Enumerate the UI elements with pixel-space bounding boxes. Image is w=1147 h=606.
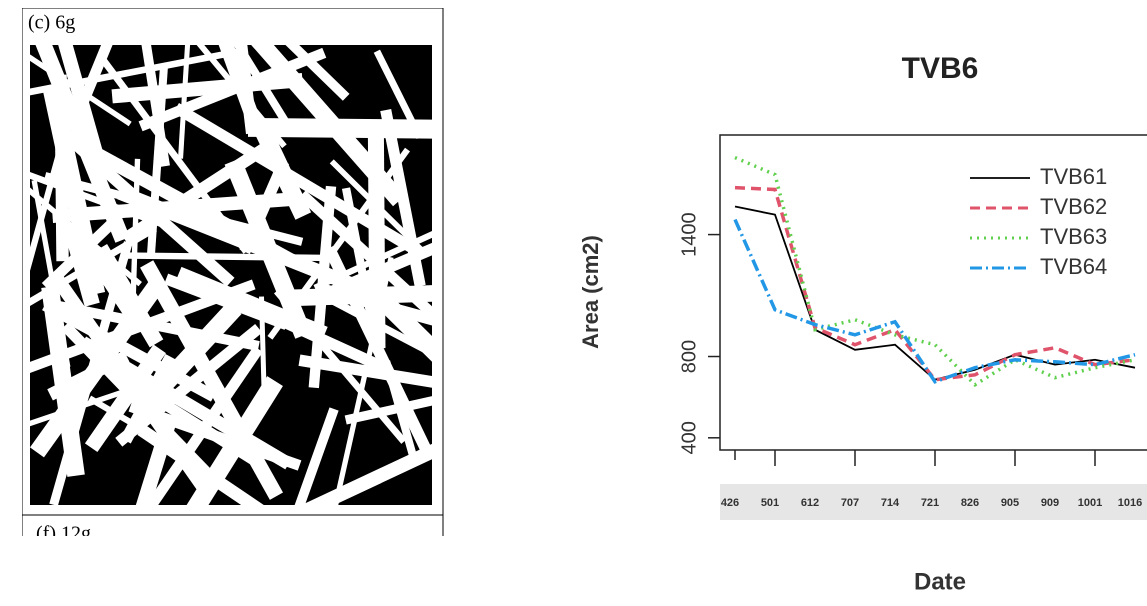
x-tick-label: 909 <box>1041 497 1059 509</box>
x-tick-label: 714 <box>881 497 900 509</box>
x-axis-label: Date <box>914 568 966 595</box>
x-tick-label: 612 <box>801 497 819 509</box>
y-tick-label: 1400 <box>678 212 700 256</box>
image-panel: (c) 6g (f) 12g <box>0 0 515 561</box>
legend-label: TVB63 <box>1040 224 1107 249</box>
x-tick-label: 1001 <box>1078 497 1102 509</box>
x-tick-label: 1016 <box>1118 497 1142 509</box>
y-tick-label: 800 <box>678 340 700 373</box>
chart-title: TVB6 <box>902 52 979 85</box>
y-axis-label: Area (cm2) <box>578 235 603 349</box>
x-tick-label: 501 <box>761 497 779 509</box>
x-ticks <box>735 450 1095 466</box>
panel-label: (c) 6g <box>28 12 75 34</box>
x-tick-label: 426 <box>721 497 739 509</box>
stick <box>248 118 496 139</box>
legend-label: TVB62 <box>1040 194 1107 219</box>
legend-label: TVB64 <box>1040 254 1107 279</box>
x-tick-label: 905 <box>1001 497 1019 509</box>
panel-label: (f) 12g <box>36 523 91 545</box>
legend-label: TVB61 <box>1040 164 1107 189</box>
figure: (c) 6g (f) 12g TVB6 Area (cm2) Date 400 8… <box>0 0 1147 601</box>
x-tick-label: 721 <box>921 497 939 509</box>
x-tick-label: 707 <box>841 497 859 509</box>
stick <box>54 75 68 262</box>
y-tick-label: 400 <box>678 421 700 454</box>
x-tick-label: 826 <box>961 497 979 509</box>
